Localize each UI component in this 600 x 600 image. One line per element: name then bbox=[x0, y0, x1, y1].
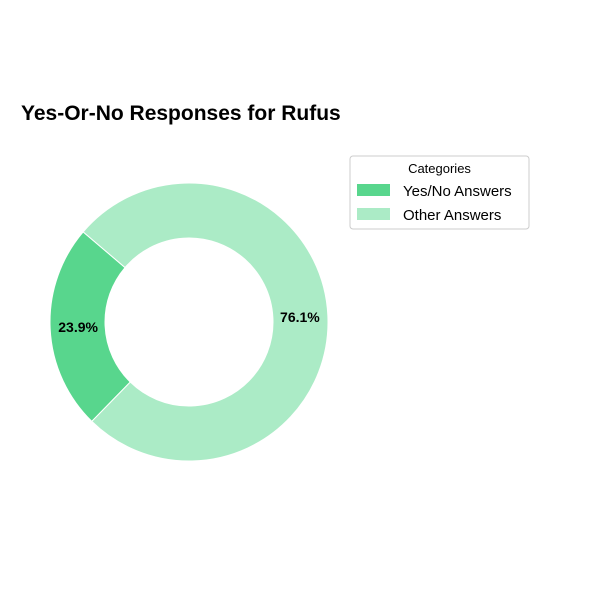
legend: Categories Yes/No Answers Other Answers bbox=[349, 155, 530, 230]
percentage-labels: 23.9% 76.1% bbox=[58, 309, 320, 335]
legend-label-yes-no: Yes/No Answers bbox=[403, 183, 512, 200]
chart-title: Yes-Or-No Responses for Rufus bbox=[21, 102, 341, 125]
legend-title: Categories bbox=[408, 161, 471, 176]
legend-label-other: Other Answers bbox=[403, 207, 501, 224]
pct-label-yes-no: 23.9% bbox=[58, 319, 98, 335]
legend-frame bbox=[349, 155, 530, 230]
pct-label-other: 76.1% bbox=[280, 309, 320, 325]
donut-slice-yes-no bbox=[49, 231, 131, 423]
legend-swatch-other bbox=[357, 208, 390, 220]
donut-slice-other bbox=[82, 182, 329, 462]
legend-swatch-yes-no bbox=[357, 184, 390, 196]
donut-slices bbox=[49, 182, 329, 462]
